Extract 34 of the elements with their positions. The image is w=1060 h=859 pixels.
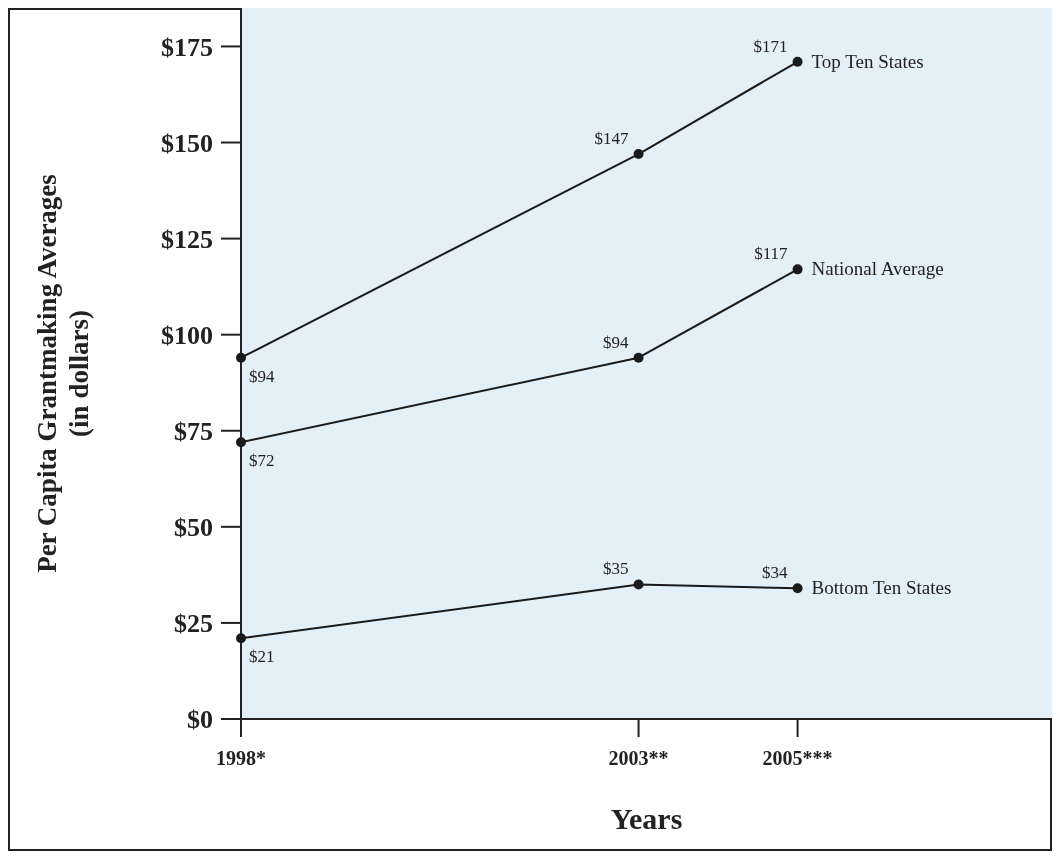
point xyxy=(792,264,803,275)
x-tick-label: 1998* xyxy=(216,747,266,769)
data-label: $35 xyxy=(603,559,629,579)
series-label: Top Ten States xyxy=(811,50,924,72)
point xyxy=(633,579,644,590)
y-axis-title: Per Capita Grantmaking Averages (in dollars) xyxy=(32,174,94,573)
point xyxy=(633,352,644,363)
x-tick-label: 2005*** xyxy=(762,747,833,769)
data-label: $21 xyxy=(249,647,275,667)
point xyxy=(792,583,803,594)
y-tick-label: $0 xyxy=(187,705,213,735)
data-label: $171 xyxy=(753,36,788,56)
data-label: $34 xyxy=(762,563,789,583)
data-label: $117 xyxy=(754,244,789,264)
point xyxy=(236,633,246,644)
y-tick-label: $150 xyxy=(161,128,213,158)
y-tick-label: $175 xyxy=(161,32,213,62)
series-label: Bottom Ten States xyxy=(811,577,952,599)
data-label: $72 xyxy=(249,451,275,471)
y-tick-label: $25 xyxy=(174,609,213,639)
y-tick-label: $100 xyxy=(161,320,213,350)
y-tick-label: $125 xyxy=(161,224,213,254)
x-axis-title: Years xyxy=(610,802,683,835)
point xyxy=(236,352,246,363)
data-label: $94 xyxy=(249,366,275,386)
x-tick-label: 2003** xyxy=(608,747,669,769)
y-tick-label: $75 xyxy=(174,416,213,446)
point xyxy=(792,56,803,67)
y-tick-label: $50 xyxy=(174,512,213,542)
point xyxy=(236,437,246,448)
series-label: National Average xyxy=(811,258,944,280)
data-label: $94 xyxy=(603,332,630,352)
point xyxy=(633,149,644,160)
data-label: $147 xyxy=(594,129,630,149)
